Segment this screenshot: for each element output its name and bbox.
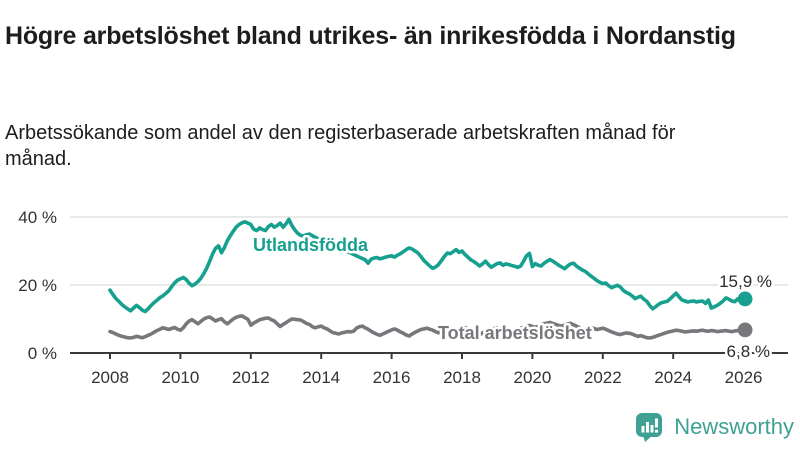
line-chart-area: 2008 2010 2012 2014 2016 2018 2020 2022 2024 2026… xyxy=(0,190,800,405)
brand-footer: Newsworthy xyxy=(633,410,794,444)
newsworthy-logo-icon xyxy=(636,413,663,442)
svg-text:20 %: 20 % xyxy=(18,276,57,295)
svg-text:2008: 2008 xyxy=(91,368,129,387)
chart-subtitle: Arbetssökande som andel av den registerb… xyxy=(5,122,676,171)
svg-text:2012: 2012 xyxy=(232,368,270,387)
svg-text:6,8 %: 6,8 % xyxy=(727,342,770,361)
svg-text:15,9 %: 15,9 % xyxy=(719,272,772,291)
svg-text:2026: 2026 xyxy=(725,368,763,387)
svg-text:2016: 2016 xyxy=(373,368,411,387)
page-title: Högre arbetslöshet bland utrikes- än inr… xyxy=(5,21,736,50)
svg-text:Utlandsfödda: Utlandsfödda xyxy=(253,235,369,255)
svg-text:2024: 2024 xyxy=(654,368,692,387)
svg-text:Total arbetslöshet: Total arbetslöshet xyxy=(438,323,592,343)
line-chart-svg: 2008 2010 2012 2014 2016 2018 2020 2022 2024 2026… xyxy=(18,208,788,387)
svg-text:40 %: 40 % xyxy=(18,208,57,227)
svg-text:2022: 2022 xyxy=(584,368,622,387)
svg-text:2020: 2020 xyxy=(513,368,551,387)
svg-text:2018: 2018 xyxy=(443,368,481,387)
svg-text:2014: 2014 xyxy=(302,368,340,387)
brand-wordmark: Newsworthy xyxy=(674,414,794,439)
svg-text:2010: 2010 xyxy=(161,368,199,387)
svg-text:0 %: 0 % xyxy=(28,344,57,363)
